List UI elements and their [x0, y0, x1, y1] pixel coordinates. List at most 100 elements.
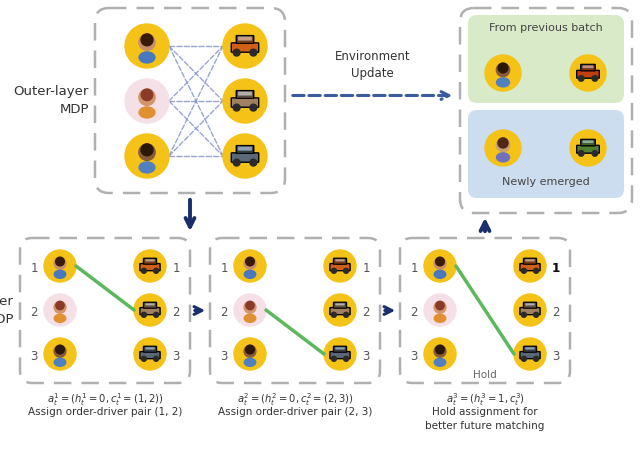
FancyBboxPatch shape	[140, 308, 160, 315]
Circle shape	[424, 250, 456, 282]
Ellipse shape	[435, 358, 445, 366]
Circle shape	[141, 268, 147, 273]
FancyBboxPatch shape	[460, 8, 632, 213]
Circle shape	[56, 345, 64, 354]
Circle shape	[233, 49, 240, 56]
Circle shape	[592, 76, 598, 81]
Text: Environment
Update: Environment Update	[335, 49, 410, 80]
FancyBboxPatch shape	[237, 146, 253, 151]
FancyBboxPatch shape	[468, 110, 624, 198]
Circle shape	[534, 268, 539, 273]
FancyBboxPatch shape	[145, 303, 156, 306]
Circle shape	[485, 55, 521, 91]
Ellipse shape	[54, 270, 66, 278]
Circle shape	[434, 257, 446, 269]
Circle shape	[125, 24, 169, 68]
FancyBboxPatch shape	[400, 238, 570, 383]
Circle shape	[125, 134, 169, 178]
FancyBboxPatch shape	[145, 346, 156, 350]
Text: Assign order-driver pair (1, 2): Assign order-driver pair (1, 2)	[28, 407, 182, 417]
Text: Outer-layer
MDP: Outer-layer MDP	[13, 85, 89, 116]
FancyBboxPatch shape	[143, 346, 157, 352]
Text: $a_t^1=(h_t^1=0, c_t^1=(1,2))$: $a_t^1=(h_t^1=0, c_t^1=(1,2))$	[47, 391, 163, 408]
Text: 3: 3	[362, 349, 370, 363]
Text: 2: 2	[30, 306, 38, 319]
FancyBboxPatch shape	[520, 264, 540, 271]
FancyBboxPatch shape	[330, 352, 350, 359]
Circle shape	[324, 250, 356, 282]
Circle shape	[498, 63, 508, 73]
Circle shape	[434, 346, 446, 357]
Ellipse shape	[435, 314, 445, 322]
Circle shape	[514, 294, 546, 326]
Circle shape	[54, 301, 66, 313]
FancyBboxPatch shape	[520, 308, 540, 315]
Text: Newly emerged: Newly emerged	[502, 177, 590, 187]
Circle shape	[324, 338, 356, 370]
Text: 3: 3	[30, 349, 38, 363]
Circle shape	[250, 49, 257, 56]
Text: 1: 1	[410, 262, 418, 274]
Circle shape	[234, 294, 266, 326]
FancyBboxPatch shape	[140, 352, 160, 359]
FancyBboxPatch shape	[577, 146, 599, 153]
FancyBboxPatch shape	[524, 346, 536, 352]
Circle shape	[233, 159, 240, 166]
Text: 3: 3	[410, 349, 418, 363]
Circle shape	[534, 312, 539, 317]
Circle shape	[485, 130, 521, 166]
FancyBboxPatch shape	[333, 346, 346, 352]
Circle shape	[250, 159, 257, 166]
Text: $a_t^2=(h_t^2=0, c_t^2=(2,3))$: $a_t^2=(h_t^2=0, c_t^2=(2,3))$	[237, 391, 353, 408]
Circle shape	[244, 257, 256, 269]
Circle shape	[498, 138, 508, 148]
FancyBboxPatch shape	[20, 238, 190, 383]
Circle shape	[436, 301, 444, 310]
Text: 2: 2	[410, 306, 418, 319]
Circle shape	[246, 345, 254, 354]
FancyBboxPatch shape	[237, 91, 253, 96]
FancyBboxPatch shape	[525, 259, 535, 262]
Text: From previous batch: From previous batch	[489, 23, 603, 33]
Circle shape	[424, 338, 456, 370]
FancyBboxPatch shape	[145, 259, 156, 262]
Circle shape	[424, 294, 456, 326]
Text: Hold assignment for
better future matching: Hold assignment for better future matchi…	[426, 407, 545, 430]
FancyBboxPatch shape	[143, 258, 157, 264]
Circle shape	[139, 144, 155, 160]
Ellipse shape	[139, 107, 155, 118]
Circle shape	[324, 294, 356, 326]
FancyBboxPatch shape	[335, 259, 346, 262]
Ellipse shape	[244, 314, 256, 322]
Circle shape	[592, 151, 598, 156]
Circle shape	[234, 338, 266, 370]
Circle shape	[344, 356, 349, 361]
FancyBboxPatch shape	[580, 64, 595, 71]
Circle shape	[56, 301, 64, 310]
Circle shape	[139, 34, 155, 50]
FancyBboxPatch shape	[582, 65, 594, 69]
FancyBboxPatch shape	[580, 139, 595, 146]
Text: 1: 1	[552, 262, 560, 274]
Ellipse shape	[139, 52, 155, 63]
Circle shape	[344, 268, 349, 273]
FancyBboxPatch shape	[577, 70, 599, 78]
Circle shape	[134, 294, 166, 326]
Circle shape	[332, 312, 337, 317]
Ellipse shape	[435, 270, 445, 278]
Circle shape	[246, 301, 254, 310]
FancyBboxPatch shape	[236, 91, 253, 98]
Circle shape	[223, 134, 267, 178]
Text: 1: 1	[362, 262, 370, 274]
Text: 2: 2	[220, 306, 228, 319]
FancyBboxPatch shape	[210, 238, 380, 383]
Circle shape	[154, 312, 159, 317]
Circle shape	[332, 356, 337, 361]
Circle shape	[56, 257, 64, 266]
Text: 1: 1	[172, 262, 180, 274]
FancyBboxPatch shape	[335, 346, 346, 350]
Circle shape	[246, 257, 254, 266]
Circle shape	[139, 89, 155, 105]
Circle shape	[44, 294, 76, 326]
Text: Assign order-driver pair (2, 3): Assign order-driver pair (2, 3)	[218, 407, 372, 417]
